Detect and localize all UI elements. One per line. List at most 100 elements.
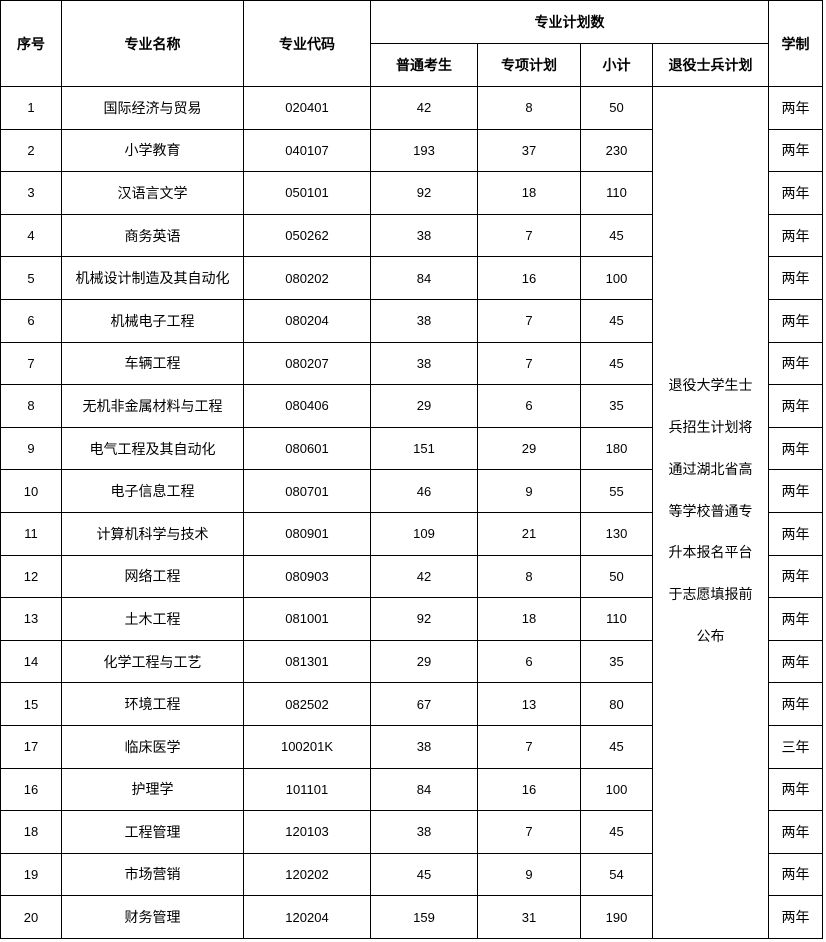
special-count: 7 [477, 341, 581, 386]
table-row: 10 电子信息工程 080701 46 9 55 两年 [0, 469, 823, 513]
major-code: 040107 [243, 128, 371, 173]
row-index: 20 [0, 895, 62, 939]
subtotal-count: 50 [580, 86, 653, 130]
table-row: 9 电气工程及其自动化 080601 151 29 180 两年 [0, 426, 823, 471]
duration: 两年 [768, 341, 823, 386]
duration: 两年 [768, 384, 823, 428]
veteran-note-line: 公布 [696, 628, 725, 645]
major-name: 电气工程及其自动化 [61, 426, 244, 471]
major-code: 120103 [243, 810, 371, 854]
major-name: 电子信息工程 [61, 469, 244, 513]
major-code: 081301 [243, 639, 371, 684]
veteran-note-line: 等学校普通专 [668, 503, 753, 520]
major-code: 080207 [243, 341, 371, 386]
major-name: 化学工程与工艺 [61, 639, 244, 684]
special-count: 9 [477, 469, 581, 513]
regular-count: 193 [370, 128, 478, 173]
subtotal-count: 230 [580, 128, 653, 173]
row-index: 6 [0, 298, 62, 343]
major-name: 护理学 [61, 767, 244, 812]
table-row: 18 工程管理 120103 38 7 45 两年 [0, 810, 823, 854]
row-index: 2 [0, 128, 62, 173]
regular-count: 29 [370, 384, 478, 428]
regular-count: 38 [370, 213, 478, 258]
major-code: 100201K [243, 724, 371, 769]
regular-count: 46 [370, 469, 478, 513]
row-index: 13 [0, 597, 62, 641]
major-name: 环境工程 [61, 682, 244, 726]
duration: 两年 [768, 213, 823, 258]
major-code: 080701 [243, 469, 371, 513]
veteran-note-line: 退役大学生士 [668, 378, 753, 395]
major-name: 车辆工程 [61, 341, 244, 386]
special-count: 9 [477, 852, 581, 897]
regular-count: 38 [370, 298, 478, 343]
row-index: 5 [0, 256, 62, 300]
regular-count: 109 [370, 511, 478, 556]
duration: 两年 [768, 511, 823, 556]
duration: 两年 [768, 86, 823, 130]
major-name: 市场营销 [61, 852, 244, 897]
special-count: 18 [477, 597, 581, 641]
table-row: 2 小学教育 040107 193 37 230 两年 [0, 128, 823, 173]
special-count: 8 [477, 554, 581, 599]
major-code: 080406 [243, 384, 371, 428]
major-name: 计算机科学与技术 [61, 511, 244, 556]
special-count: 7 [477, 298, 581, 343]
regular-count: 42 [370, 554, 478, 599]
special-count: 7 [477, 213, 581, 258]
regular-count: 84 [370, 256, 478, 300]
table-row: 6 机械电子工程 080204 38 7 45 两年 [0, 298, 823, 343]
special-count: 18 [477, 171, 581, 215]
special-count: 7 [477, 810, 581, 854]
duration: 两年 [768, 597, 823, 641]
major-code: 080202 [243, 256, 371, 300]
major-code: 050262 [243, 213, 371, 258]
subtotal-count: 45 [580, 213, 653, 258]
row-index: 9 [0, 426, 62, 471]
duration: 两年 [768, 895, 823, 939]
header-veteran: 退役士兵计划 [652, 43, 769, 87]
header-subtotal: 小计 [580, 43, 653, 87]
major-name: 机械电子工程 [61, 298, 244, 343]
major-name: 商务英语 [61, 213, 244, 258]
regular-count: 42 [370, 86, 478, 130]
veteran-note-line: 于志愿填报前 [668, 587, 753, 604]
veteran-note-line: 升本报名平台 [668, 545, 753, 562]
major-name: 财务管理 [61, 895, 244, 939]
major-name: 工程管理 [61, 810, 244, 854]
header-major-code: 专业代码 [243, 0, 371, 87]
subtotal-count: 45 [580, 724, 653, 769]
table-row: 13 土木工程 081001 92 18 110 两年 [0, 597, 823, 641]
row-index: 12 [0, 554, 62, 599]
row-index: 17 [0, 724, 62, 769]
duration: 三年 [768, 724, 823, 769]
row-index: 4 [0, 213, 62, 258]
subtotal-count: 190 [580, 895, 653, 939]
major-code: 050101 [243, 171, 371, 215]
subtotal-count: 35 [580, 384, 653, 428]
special-count: 6 [477, 384, 581, 428]
row-index: 18 [0, 810, 62, 854]
duration: 两年 [768, 128, 823, 173]
regular-count: 67 [370, 682, 478, 726]
major-code: 082502 [243, 682, 371, 726]
table-row: 16 护理学 101101 84 16 100 两年 [0, 767, 823, 812]
table-row: 11 计算机科学与技术 080901 109 21 130 两年 [0, 511, 823, 556]
veteran-plan-note: 退役大学生士 兵招生计划将 通过湖北省高 等学校普通专 升本报名平台 于志愿填报前 公布 [652, 86, 769, 939]
row-index: 11 [0, 511, 62, 556]
subtotal-count: 54 [580, 852, 653, 897]
major-name: 网络工程 [61, 554, 244, 599]
special-count: 7 [477, 724, 581, 769]
special-count: 31 [477, 895, 581, 939]
header-major-name: 专业名称 [61, 0, 244, 87]
subtotal-count: 100 [580, 256, 653, 300]
duration: 两年 [768, 810, 823, 854]
regular-count: 38 [370, 724, 478, 769]
special-count: 21 [477, 511, 581, 556]
table-body: 1 国际经济与贸易 020401 42 8 50 退役大学生士 兵招生计划将 通过湖北省高 等学校… [0, 86, 823, 939]
row-index: 3 [0, 171, 62, 215]
major-code: 120204 [243, 895, 371, 939]
regular-count: 159 [370, 895, 478, 939]
table-row: 12 网络工程 080903 42 8 50 两年 [0, 554, 823, 599]
